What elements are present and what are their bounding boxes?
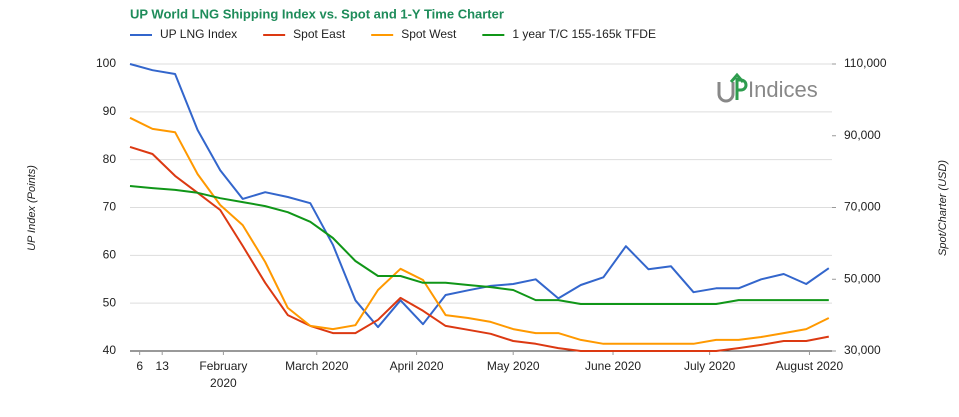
logo-text: Indices <box>748 77 818 102</box>
x-tick-label: June 2020 <box>585 359 641 373</box>
y-axis-label: UP Index (Points) <box>26 165 38 251</box>
y2-tick-label: 90,000 <box>844 128 881 142</box>
series-line <box>129 185 829 305</box>
y-tick-label: 40 <box>103 343 117 357</box>
x-tick-label: April 2020 <box>390 359 444 373</box>
y-tick-label: 70 <box>103 200 117 214</box>
y-tick-label: 100 <box>96 56 116 70</box>
x-tick-label: March 2020 <box>285 359 349 373</box>
y2-tick-label: 30,000 <box>844 343 881 357</box>
legend-label: Spot West <box>401 27 457 41</box>
y-tick-label: 50 <box>103 295 117 309</box>
y2-axis-label: Spot/Charter (USD) <box>937 160 949 256</box>
x-tick-label: May 2020 <box>487 359 540 373</box>
series-line <box>129 63 830 329</box>
logo: Indices <box>717 72 818 103</box>
y2-tick-label: 110,000 <box>844 56 887 70</box>
y-tick-label: 80 <box>103 152 117 166</box>
logo-u <box>717 82 735 103</box>
legend-label: Spot East <box>293 27 346 41</box>
series-line <box>129 145 829 352</box>
logo-p <box>729 72 748 100</box>
legend-label: UP LNG Index <box>160 27 237 41</box>
legend-label: 1 year T/C 155-165k TFDE <box>512 27 656 41</box>
x-tick-label: 13 <box>156 359 170 373</box>
y2-tick-label: 70,000 <box>844 200 881 214</box>
series-line <box>129 116 830 345</box>
y-tick-label: 90 <box>103 104 117 118</box>
x-tick-label: August 2020 <box>776 359 844 373</box>
chart-title: UP World LNG Shipping Index vs. Spot and… <box>130 6 504 21</box>
y-tick-label: 60 <box>103 248 117 262</box>
y2-tick-label: 50,000 <box>844 271 881 285</box>
x-tick-label: July 2020 <box>684 359 736 373</box>
x-tick-label: 6 <box>136 359 143 373</box>
x-tick-label: February 2020 <box>199 359 247 390</box>
